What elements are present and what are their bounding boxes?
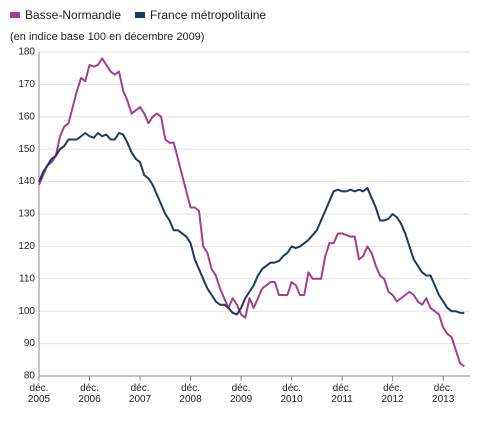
y-tick-label: 120 [18,241,35,252]
y-tick-label: 180 [18,47,35,58]
x-tick-label: déc. 2007 [129,383,152,405]
legend-label: France métropolitaine [150,8,266,22]
y-tick-label: 90 [24,338,36,349]
y-tick-label: 110 [19,273,35,284]
y-tick-label: 130 [18,209,35,220]
series-line [38,132,465,316]
y-tick-label: 140 [18,176,35,187]
series-line [38,57,465,368]
y-tick-label: 80 [24,371,36,382]
x-tick-label: déc. 2009 [230,383,253,405]
chart-subtitle: (en indice base 100 en décembre 2009) [10,31,204,43]
x-tick-label: déc. 2011 [331,383,353,405]
y-tick-label: 160 [18,111,35,122]
x-tick-label: déc. 2005 [28,383,51,405]
x-tick-label: déc. 2008 [179,383,202,405]
y-tick-label: 170 [18,79,35,90]
y-tick-label: 100 [18,306,35,317]
x-tick-label: déc. 2010 [280,383,303,405]
legend-swatch [10,12,20,18]
x-tick-label: déc. 2013 [432,383,455,405]
x-tick-label: déc. 2006 [78,383,101,405]
legend-swatch [135,12,146,18]
x-tick-label: déc. 2012 [382,383,405,405]
y-tick-label: 150 [18,144,35,155]
legend-label: Basse-Normandie [25,8,121,22]
